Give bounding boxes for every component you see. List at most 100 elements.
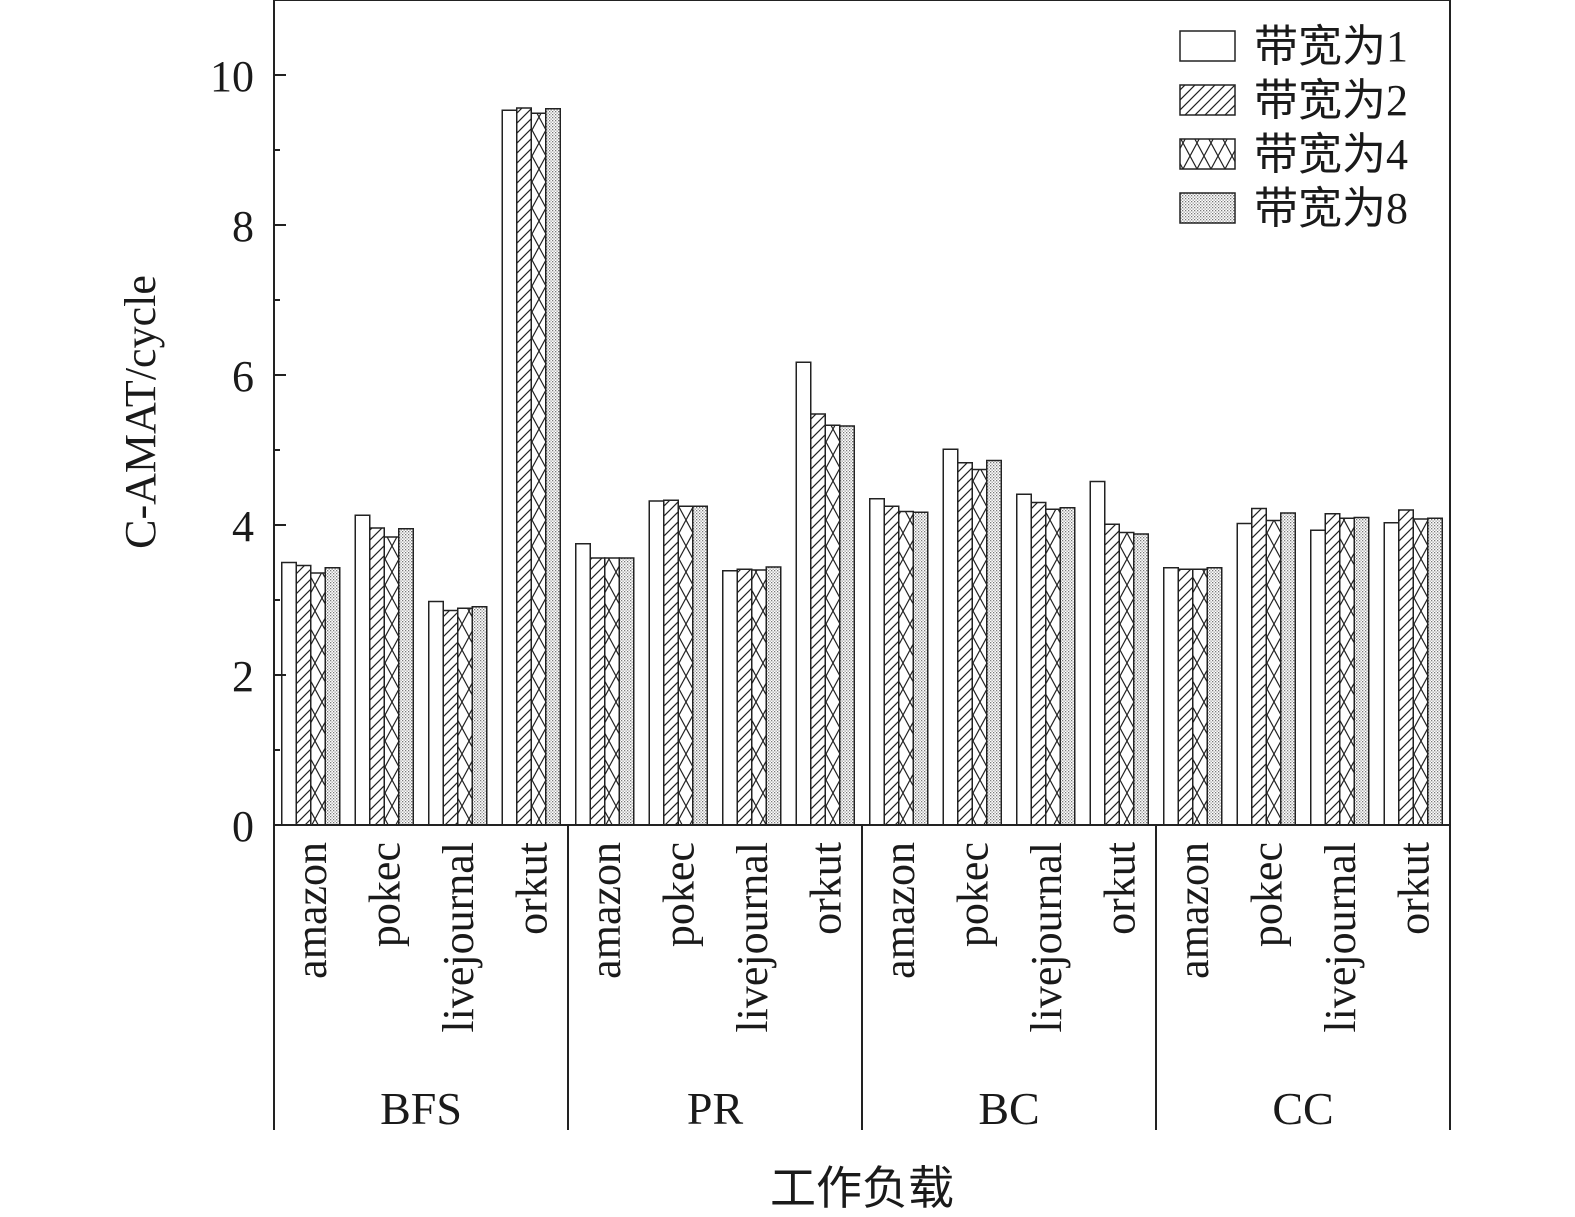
- legend-swatch: [1179, 138, 1236, 170]
- bar: [1177, 568, 1194, 826]
- bar: [530, 112, 547, 826]
- legend-swatch: [1179, 84, 1236, 116]
- bar: [751, 569, 767, 826]
- bar: [428, 600, 444, 826]
- x-category-label: amazon: [875, 842, 924, 979]
- bar: [295, 564, 312, 826]
- bar: [1251, 507, 1267, 826]
- x-category-label: orkut: [507, 842, 556, 935]
- bar: [1353, 516, 1370, 826]
- bar: [442, 609, 459, 826]
- y-tick-label: 10: [210, 52, 254, 101]
- x-group-label: BC: [978, 1083, 1039, 1134]
- x-group-label: PR: [687, 1083, 744, 1134]
- bar: [765, 566, 782, 826]
- bar: [1280, 512, 1296, 826]
- bar: [575, 543, 591, 826]
- bar: [1206, 567, 1223, 826]
- x-category-label: amazon: [287, 842, 336, 979]
- y-tick-label: 6: [232, 352, 254, 401]
- bar: [369, 527, 385, 826]
- x-category-label: livejournal: [728, 842, 777, 1033]
- bar: [618, 557, 635, 826]
- bar: [1104, 523, 1120, 826]
- bar: [1383, 522, 1400, 826]
- bar: [677, 505, 694, 826]
- bar: [986, 459, 1002, 826]
- bar: [545, 108, 561, 826]
- bar: [722, 570, 738, 826]
- bar: [471, 606, 488, 826]
- bar: [1059, 507, 1076, 826]
- bar: [1398, 509, 1414, 826]
- bar: [1427, 517, 1443, 826]
- bar: [1265, 519, 1282, 826]
- bar: [1045, 508, 1061, 826]
- bar: [1324, 513, 1341, 826]
- x-category-label: amazon: [1169, 842, 1218, 979]
- legend-label: 带宽为4: [1254, 130, 1408, 179]
- x-category-label: orkut: [801, 842, 850, 935]
- bar: [1118, 531, 1135, 826]
- legend-swatch: [1179, 192, 1236, 224]
- x-group-label: BFS: [380, 1083, 462, 1134]
- bar: [898, 510, 914, 826]
- bar: [516, 107, 532, 826]
- x-category-label: livejournal: [1316, 842, 1365, 1033]
- bar: [310, 572, 326, 826]
- bar: [1412, 518, 1429, 826]
- bar: [457, 607, 473, 826]
- legend-swatch: [1179, 30, 1236, 62]
- bar: [324, 567, 341, 826]
- legend-label: 带宽为8: [1254, 184, 1408, 233]
- bar: [281, 561, 297, 826]
- x-category-label: amazon: [581, 842, 630, 979]
- x-axis-label: 工作负载: [770, 1163, 954, 1214]
- bar: [957, 462, 973, 826]
- x-category-label: pokec: [360, 842, 409, 947]
- bar: [1192, 568, 1208, 826]
- bar: [1163, 567, 1179, 826]
- x-axis: amazon pokec livejournal orkut BFS amazon poke…: [273, 825, 1451, 1134]
- bar: [869, 498, 885, 826]
- bar: [354, 514, 371, 826]
- x-category-label: livejournal: [434, 842, 483, 1033]
- bar: [810, 413, 826, 826]
- bar: [971, 468, 988, 826]
- bar: [1310, 529, 1326, 826]
- bar: [383, 536, 400, 826]
- bar: [501, 109, 518, 826]
- y-tick-label: 2: [232, 652, 254, 701]
- bar: [942, 448, 959, 826]
- x-category-label: livejournal: [1022, 842, 1071, 1033]
- bar: [1236, 522, 1253, 826]
- bar: [1030, 501, 1047, 826]
- x-category-label: pokec: [654, 842, 703, 947]
- y-tick-label: 4: [232, 502, 254, 551]
- x-category-label: orkut: [1389, 842, 1438, 935]
- bar: [398, 528, 414, 826]
- bar: [736, 568, 753, 826]
- y-tick-label: 0: [232, 802, 254, 851]
- x-group-label: CC: [1272, 1083, 1333, 1134]
- x-category-label: orkut: [1095, 842, 1144, 935]
- bar: [604, 557, 620, 826]
- y-axis-label: C-AMAT/cycle: [116, 275, 165, 549]
- legend: 带宽为1 带宽为2 带宽为4 带宽为8: [1179, 22, 1408, 233]
- bar: [648, 500, 665, 826]
- bar: [1016, 493, 1032, 826]
- bar: [692, 505, 708, 826]
- bar: [839, 425, 855, 826]
- bar: [1089, 480, 1106, 826]
- y-tick-label: 8: [232, 202, 254, 251]
- y-axis: 0 2 4 6 8 10: [210, 0, 286, 851]
- legend-label: 带宽为1: [1254, 22, 1408, 71]
- bar: [663, 499, 679, 826]
- x-category-label: pokec: [948, 842, 997, 947]
- bar: [589, 557, 606, 826]
- x-category-label: pokec: [1242, 842, 1291, 947]
- bar: [795, 361, 812, 826]
- bar: [1133, 533, 1149, 826]
- bar: [1339, 517, 1355, 826]
